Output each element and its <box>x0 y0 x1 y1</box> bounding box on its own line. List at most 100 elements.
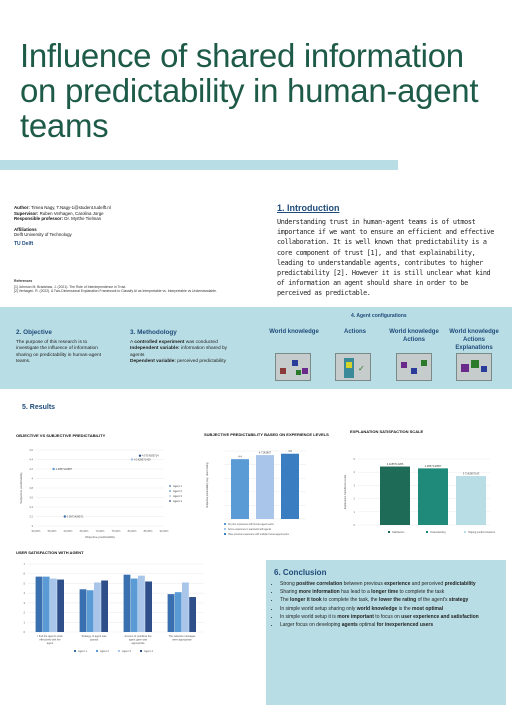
legend-label: Agent 1 <box>173 484 182 488</box>
legend-marker <box>96 650 98 652</box>
conclusion-list: Strong positive correlation between prev… <box>280 580 502 629</box>
conclusion-emphasis: world knowledge <box>356 605 398 612</box>
conclusion-item: The longer it took to complete the task,… <box>280 596 502 604</box>
conclusion-text: to complete the task <box>398 589 445 596</box>
method-text-b: controlled experiment <box>134 340 185 345</box>
conclusion-item: In simple world setup sharing only world… <box>280 605 502 613</box>
introduction-text: Understanding trust in human-agent teams… <box>277 218 495 298</box>
explanation-bar-chart: 0 1 2 3 4 5 Explanation Satisfaction scale 4.42… <box>343 457 495 534</box>
bar <box>138 575 145 632</box>
legend-label: Agent 2 <box>100 649 109 653</box>
conclusion-text: of the agent's <box>416 597 449 604</box>
agent-config-heading: 4. Agent configurations <box>351 313 407 319</box>
check-icon: ✓ <box>358 364 365 373</box>
iv-label: Independent variable: <box>130 346 180 352</box>
conclusion-emphasis: strategy <box>448 597 469 604</box>
professor-label: Responsible professor: <box>14 216 64 222</box>
conclusion-item: Larger focus on developing agents optima… <box>280 621 502 629</box>
legend-marker <box>169 490 171 492</box>
legend-label: Agent 3 <box>122 649 131 653</box>
legend-label: Agent 4 <box>144 649 153 653</box>
author: Timea Nagy, T.Nagy-1@student.tudelft.nl <box>31 205 111 210</box>
bar <box>57 579 64 632</box>
conclusion-emphasis: most optimal <box>412 605 444 612</box>
y-tick-label: 5 <box>23 581 25 585</box>
config-label-3: World knowledge Actions <box>389 329 439 343</box>
objective-text: The purpose of this research is to inves… <box>16 340 102 365</box>
data-label: 3.7142857143 <box>463 472 480 476</box>
bar <box>418 468 448 525</box>
x-tick-label: 90,00% <box>160 529 169 533</box>
conclusion-text: In simple world setup sharing only <box>280 605 357 612</box>
category-label: agent <box>47 641 54 645</box>
bar <box>380 466 410 525</box>
affiliation: Delft University of Technology <box>14 232 72 238</box>
legend-marker <box>169 495 171 497</box>
conclusion-text: Strong <box>280 581 297 587</box>
legend-label: Some experience in teamwork with agents <box>228 528 272 531</box>
conclusion-text: Sharing <box>280 589 299 596</box>
conclusion-emphasis: user experience and satisfaction <box>401 613 479 620</box>
y-tick-label: 1 <box>23 620 25 624</box>
data-label: 4.4285714286 <box>387 462 404 466</box>
config-thumbnail-4 <box>456 353 492 381</box>
iv-text: information shared by agents <box>130 346 228 358</box>
legend-label: Understanding <box>430 531 446 534</box>
conclusion-text: and perceived <box>410 581 445 587</box>
professor: Dr. Myrthe Tielman <box>64 216 102 222</box>
dv-text: perceived predictability <box>175 359 226 365</box>
scatter-point <box>138 454 142 457</box>
y-tick-label: 4.2 <box>29 467 33 471</box>
legend-marker <box>169 500 171 502</box>
y-axis-label: Subjective predictability <box>19 472 23 504</box>
y-tick-label: 7 <box>23 562 25 566</box>
data-label: 4.7142857 <box>259 451 272 455</box>
poster-title: Influence of shared information on predi… <box>20 37 479 144</box>
y-tick-label: 2 <box>354 497 356 501</box>
legend-marker <box>118 650 120 652</box>
conclusion-text: In simple world setup it is <box>280 613 338 620</box>
data-label: 4.4 <box>238 455 242 459</box>
y-tick-label: 6 <box>23 572 25 576</box>
x-axis-label: Objective predictability <box>85 535 116 539</box>
legend-label: No prior experience with human-agent tea… <box>228 523 275 526</box>
legend-marker <box>169 485 171 487</box>
bar <box>86 590 94 632</box>
y-tick-label: 4 <box>23 591 25 595</box>
dv-label: Dependent variable: <box>130 359 176 365</box>
conclusion-text: has lead to a <box>339 589 372 596</box>
legend-marker <box>224 528 226 530</box>
tu-delft-logo: TU Delft <box>14 240 34 247</box>
conclusion-box: 6. Conclusion Strong positive correlatio… <box>266 560 506 705</box>
conclusion-text: to focus on <box>373 613 402 620</box>
author-label: Author: <box>14 205 30 210</box>
conclusion-emphasis: longer it took <box>290 597 322 604</box>
bar <box>231 459 249 519</box>
method-text-a: A <box>130 340 135 345</box>
bar <box>79 589 87 632</box>
y-axis-label: Subjective predictability (avg. Likert R… <box>206 462 209 508</box>
references-label: References <box>14 279 33 283</box>
conclusion-text: to complete the task, the <box>321 597 379 604</box>
category-label: appropriate <box>131 641 145 645</box>
legend-marker <box>224 533 226 535</box>
y-tick-label: 4 <box>32 477 34 481</box>
category-label: were appropriate <box>172 637 192 641</box>
data-label: 4.8 <box>288 449 292 453</box>
config-thumbnail-2: ✓ <box>335 353 371 381</box>
y-tick-label: 3.8 <box>29 486 33 490</box>
category-label: I find the agent's work <box>37 634 63 638</box>
conclusion-text: between previous <box>342 581 385 587</box>
bar <box>42 576 50 632</box>
legend-marker <box>74 650 76 652</box>
config-thumbnail-3 <box>396 353 432 381</box>
methodology-heading: 3. Methodology <box>130 329 177 336</box>
conclusion-heading: 6. Conclusion <box>274 568 327 577</box>
y-tick-label: 4 <box>354 470 356 474</box>
config-label-2: Actions <box>343 329 366 335</box>
legend-label: Have previous experience with multiple h… <box>228 533 290 536</box>
legend-marker <box>140 650 142 652</box>
y-tick-label: 0 <box>354 523 356 527</box>
legend-label: Agent 3 <box>173 494 182 498</box>
y-tick-label: 3 <box>32 524 34 528</box>
